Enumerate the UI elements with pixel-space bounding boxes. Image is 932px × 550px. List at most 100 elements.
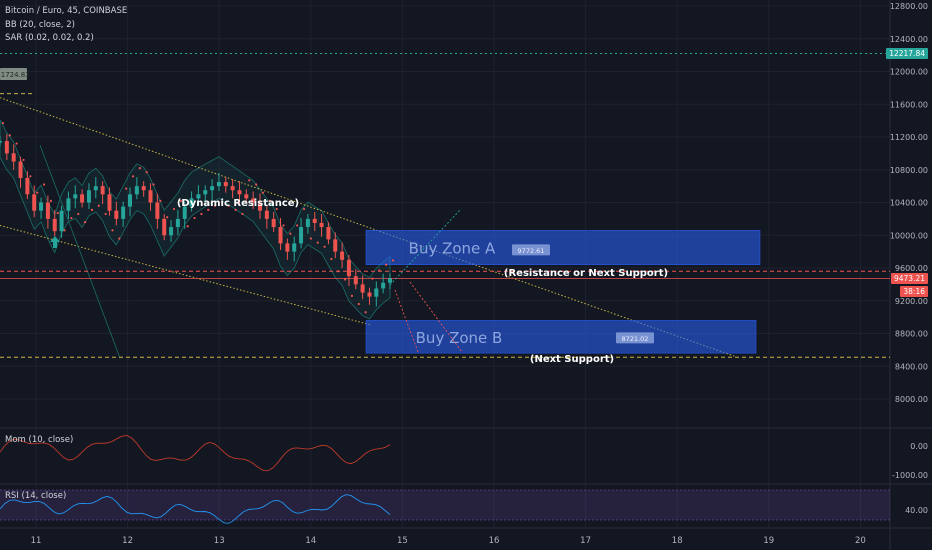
sar-dot: [118, 237, 121, 240]
sar-dot: [227, 204, 230, 207]
candle-body: [271, 218, 276, 228]
candle-body: [32, 194, 37, 211]
sar-dot: [385, 263, 388, 266]
candle-body: [4, 141, 9, 154]
candle-body: [155, 202, 160, 219]
y-tick-label: 12400.00: [890, 35, 928, 44]
y-tick-label: 8400.00: [895, 362, 928, 371]
sar-dot: [179, 199, 182, 202]
buy-zone-label: Buy Zone B: [416, 329, 503, 347]
buy-zone-box: [365, 230, 761, 265]
sar-dot: [42, 183, 46, 186]
y-tick-label: 12000.00: [890, 68, 928, 77]
candle-body: [11, 153, 16, 162]
candle-body: [128, 194, 132, 207]
candle-body: [162, 218, 167, 236]
sar-dot: [186, 225, 189, 228]
buy-zone-label: Buy Zone A: [409, 240, 496, 258]
sar-dot: [15, 142, 18, 145]
mom-legend: Mom (10, close): [5, 435, 74, 445]
candle-body: [251, 198, 256, 203]
candle-body: [353, 276, 358, 285]
sar-dot: [29, 175, 32, 178]
sar-dot: [302, 207, 306, 211]
candle-body: [326, 227, 331, 240]
buy-signal-arrow-icon: [50, 236, 60, 248]
candle-body: [18, 161, 23, 178]
trend-line: [39, 145, 121, 359]
last-price-label: 9473.21: [890, 273, 928, 284]
upper-channel-line: [0, 97, 736, 357]
candle-body: [39, 202, 44, 211]
candle-body: [346, 259, 351, 277]
candle-body: [141, 186, 146, 191]
zone-price-tag: 9772.61: [518, 247, 545, 255]
sar-dot: [152, 183, 155, 186]
sar-dot: [289, 232, 292, 235]
candle-body: [121, 206, 126, 219]
zone-price-tag: 8721.02: [622, 335, 649, 343]
sar-dot: [248, 179, 251, 182]
rsi-band: [0, 490, 890, 520]
top-price-tag: 11724.83: [0, 71, 30, 79]
sar-dot: [316, 241, 319, 244]
candle-body: [52, 218, 57, 232]
sar-dot: [214, 204, 217, 207]
candle-body: [388, 278, 392, 283]
candle-body: [264, 210, 269, 219]
sar-dot: [77, 212, 80, 216]
candle-body: [278, 227, 283, 244]
sar-dot: [36, 191, 39, 194]
alert-price-label: 12217.84: [886, 48, 928, 59]
candle-body: [333, 239, 338, 252]
candle-body: [189, 198, 194, 207]
sar-dot: [70, 216, 73, 220]
next-support-label: (Next Support): [530, 354, 614, 365]
x-tick-label: 17: [580, 536, 591, 546]
candle-body: [374, 288, 379, 297]
sar-dot: [193, 216, 196, 220]
candle-body: [196, 194, 201, 199]
sar-dot: [166, 216, 169, 219]
sar-dot: [378, 269, 381, 272]
top-price-tag-box: [0, 68, 27, 80]
y-tick-label: 8000.00: [895, 395, 928, 404]
sar-dot: [220, 200, 224, 203]
candle-body: [299, 227, 304, 244]
sar-dot: [261, 191, 265, 194]
candle-body: [148, 190, 153, 203]
candle-body: [66, 198, 71, 211]
sar-dot: [97, 204, 100, 207]
sar-dot: [371, 277, 374, 280]
y-tick-label: 9200.00: [895, 297, 928, 306]
zone-price-tag-box: [512, 244, 550, 256]
candle-body: [210, 186, 215, 191]
y-tick-label: 8800.00: [895, 330, 928, 339]
candle-body: [134, 186, 139, 195]
sar-dot: [84, 221, 87, 224]
candle-body: [73, 194, 78, 199]
candle-body: [292, 243, 297, 252]
rsi-tick-label: 40.00: [905, 506, 928, 515]
sar-dot: [275, 207, 278, 211]
sar-dot: [234, 208, 237, 211]
sar-dot: [282, 224, 285, 227]
candle-body: [216, 182, 221, 187]
candle-body: [319, 222, 324, 228]
sar-dot: [364, 311, 367, 314]
candle-body: [258, 202, 262, 211]
zone-price-tag-box: [616, 332, 654, 344]
x-tick-label: 11: [31, 536, 42, 546]
bollinger-band: [0, 119, 391, 320]
sar-dot: [56, 212, 59, 215]
sar-dot: [159, 199, 162, 202]
candle-body: [223, 182, 228, 187]
rsi-line: [0, 494, 391, 524]
sar-dot: [309, 237, 312, 240]
candle-body: [230, 186, 235, 191]
projection-arrow: [389, 209, 461, 286]
candle-body: [0, 141, 2, 143]
x-tick-label: 19: [763, 536, 774, 546]
candle-body: [114, 210, 119, 219]
x-tick-label: 13: [214, 536, 225, 546]
